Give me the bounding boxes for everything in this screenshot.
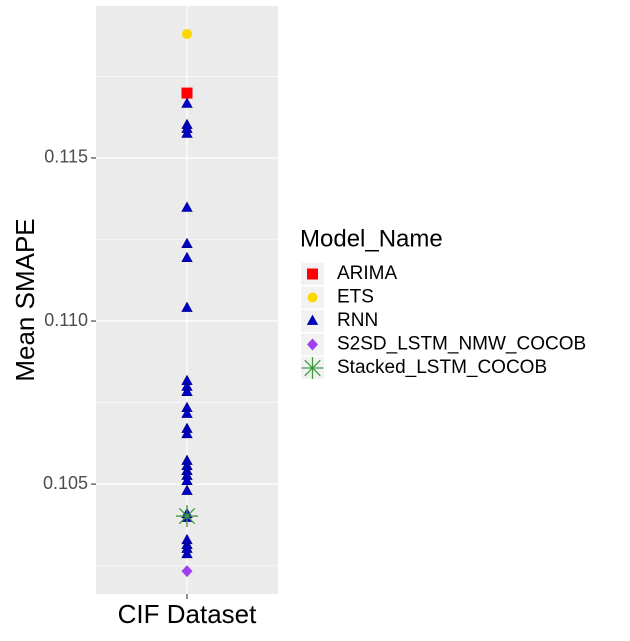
y-tick-label: 0.110 <box>44 310 88 330</box>
legend-symbol <box>307 268 318 280</box>
point <box>181 201 193 212</box>
legend-title: Model_Name <box>300 225 443 252</box>
y-axis-title: Mean SMAPE <box>10 218 40 381</box>
point <box>176 505 198 528</box>
point <box>181 407 193 418</box>
point <box>181 565 193 578</box>
point <box>182 29 192 40</box>
legend-symbol <box>307 338 318 351</box>
legend-symbol <box>301 357 324 379</box>
legend-label: S2SD_LSTM_NMW_COCOB <box>337 334 586 355</box>
point <box>181 97 193 108</box>
legend-symbol <box>306 314 319 325</box>
legend-label: RNN <box>337 310 378 331</box>
legend-label: ETS <box>337 287 374 308</box>
legend-symbol <box>307 292 318 303</box>
x-tick-label: CIF Dataset <box>118 599 257 629</box>
point <box>181 484 193 495</box>
point <box>181 385 193 397</box>
point <box>181 237 193 248</box>
point <box>181 251 193 262</box>
legend-label: ARIMA <box>337 263 398 284</box>
legend-label: Stacked_LSTM_COCOB <box>337 357 547 378</box>
point <box>181 427 193 439</box>
point <box>181 301 193 312</box>
point <box>181 127 193 138</box>
y-tick-label: 0.115 <box>44 147 88 167</box>
point <box>181 547 193 559</box>
point <box>181 87 193 99</box>
y-tick-label: 0.105 <box>43 473 88 493</box>
